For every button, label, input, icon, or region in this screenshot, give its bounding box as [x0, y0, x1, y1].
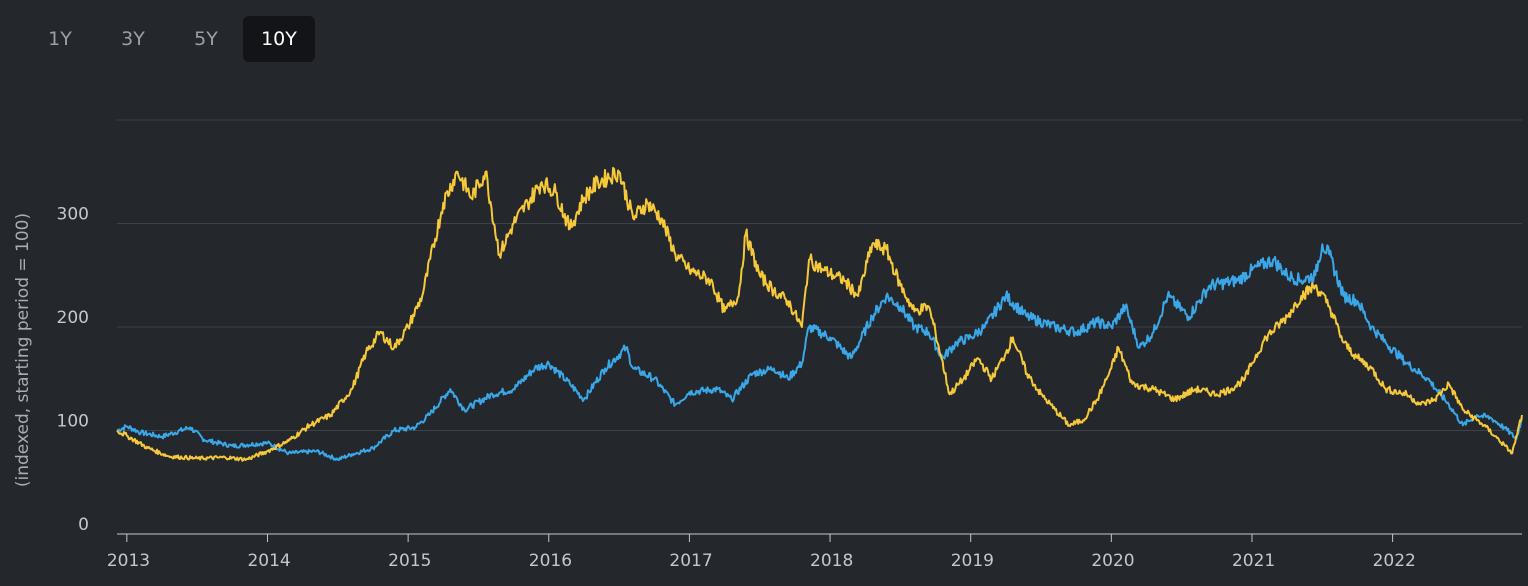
range-tab-3y[interactable]: 3Y: [121, 28, 145, 50]
x-tick-label: 2019: [951, 551, 994, 571]
series-line-1: [116, 243, 1523, 462]
x-tick-label: 2017: [669, 551, 712, 571]
series-lines: [116, 166, 1523, 462]
x-tick-label: 2014: [247, 551, 290, 571]
y-tick-label: 300: [57, 205, 89, 225]
x-tick-label: 2020: [1091, 551, 1134, 571]
series-line-2: [116, 166, 1523, 462]
gridlines: [117, 119, 1522, 431]
x-tick-label: 2016: [529, 551, 572, 571]
x-tick-label: 2018: [810, 551, 853, 571]
y-tick-label: 200: [57, 308, 89, 328]
range-tabs: 1Y 3Y 5Y 10Y: [24, 16, 316, 62]
y-tick-label: 100: [57, 412, 89, 432]
x-tick-label: 2022: [1373, 551, 1416, 571]
range-tab-1y[interactable]: 1Y: [48, 28, 72, 50]
x-axis: 2013 2014 2015 2016 2017 2018 2019 2020 2021 2022: [107, 533, 1522, 571]
x-tick-label: 2015: [388, 551, 431, 571]
range-tab-10y[interactable]: 10Y: [243, 16, 315, 62]
range-tab-5y[interactable]: 5Y: [194, 28, 218, 50]
x-tick-label: 2013: [107, 551, 150, 571]
y-tick-label: 0: [78, 515, 89, 535]
y-axis-label: (indexed, starting period = 100): [13, 213, 33, 487]
x-tick-label: 2021: [1232, 551, 1275, 571]
y-axis-ticks: 0 100 200 300: [57, 205, 89, 536]
